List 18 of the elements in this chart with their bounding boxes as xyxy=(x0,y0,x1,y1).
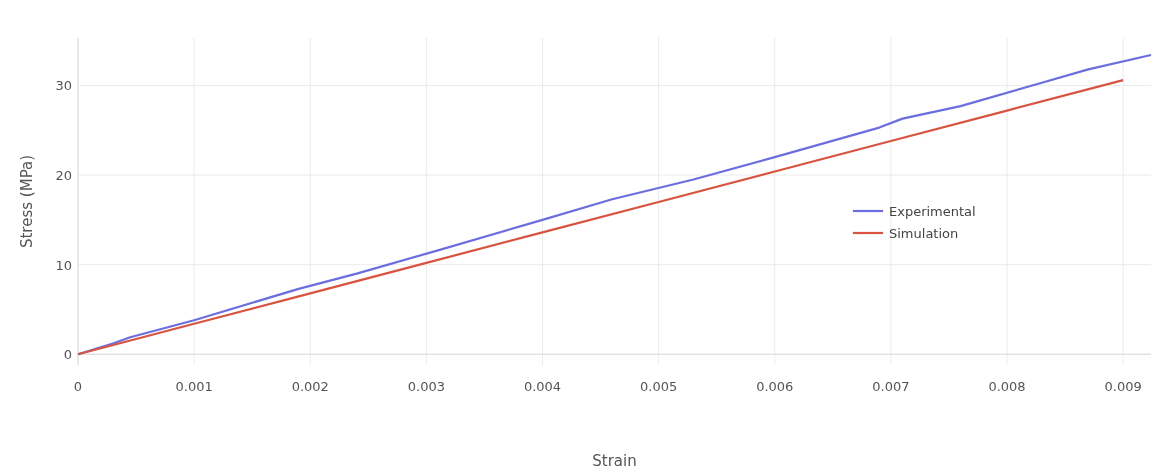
y-tick-label: 30 xyxy=(55,78,72,94)
y-tick-label: 10 xyxy=(55,257,72,273)
x-tick-label: 0.004 xyxy=(523,379,562,394)
x-tick-label: 0.007 xyxy=(872,379,910,394)
y-tick-label: 20 xyxy=(55,168,72,184)
y-tick-label: 0 xyxy=(63,347,72,363)
x-tick-label: 0.001 xyxy=(175,379,213,394)
x-tick-label: 0.008 xyxy=(988,379,1026,394)
legend-label: Simulation xyxy=(889,226,959,241)
x-tick-label: 0.006 xyxy=(756,379,794,394)
legend-label: Experimental xyxy=(889,204,976,219)
x-tick-label: 0.009 xyxy=(1104,379,1142,394)
y-axis-title: Stress (MPa) xyxy=(18,154,36,249)
x-axis-title: Strain xyxy=(592,452,637,470)
x-tick-label: 0.003 xyxy=(407,379,445,394)
x-tick-label: 0.002 xyxy=(291,379,329,394)
x-tick-label: 0.005 xyxy=(640,379,678,394)
x-tick-label: 0 xyxy=(73,379,83,394)
